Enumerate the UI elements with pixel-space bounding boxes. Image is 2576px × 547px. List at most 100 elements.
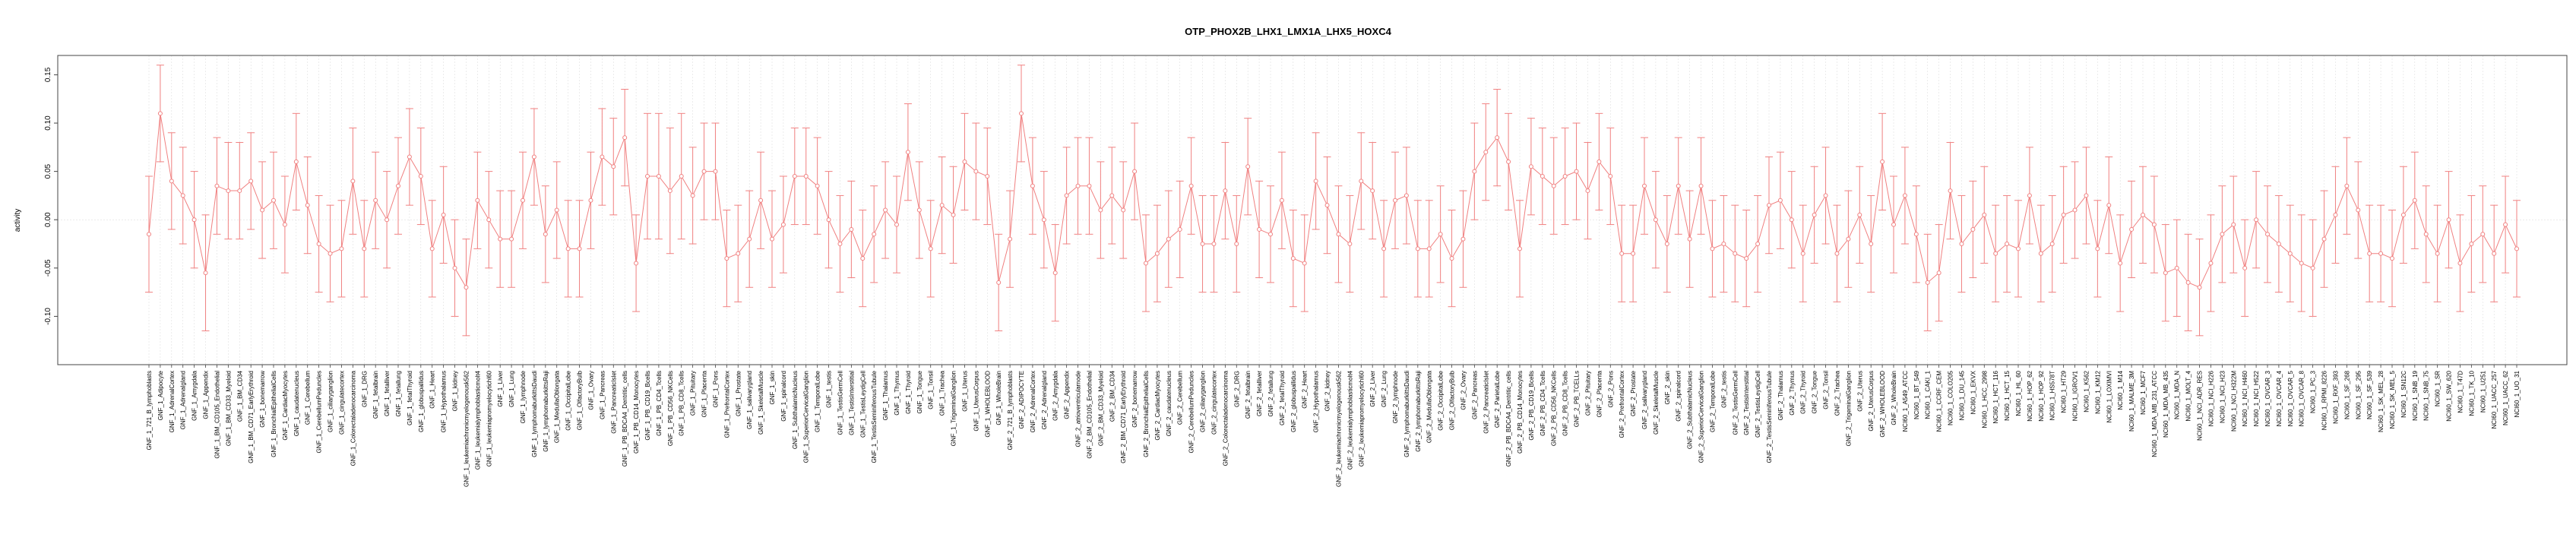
data-point xyxy=(2254,217,2259,223)
data-point xyxy=(226,188,231,194)
data-point xyxy=(2027,193,2032,198)
data-point xyxy=(2084,193,2089,198)
x-tick-label: GNF_2_Thymus xyxy=(1789,371,1796,416)
x-tick-label: NCI60_1_UACC_257 xyxy=(2491,370,2498,428)
x-tick-label: NCI60_1_SW_620 xyxy=(2446,370,2453,421)
x-axis-ticks: GNF_1_721_B_lymphoblasts GNF_1_Adipocyte G… xyxy=(146,365,2521,487)
data-point xyxy=(1733,251,1738,256)
x-tick-label: NCI60_1_SK_MEL_5 xyxy=(2389,370,2396,428)
x-tick-label: GNF_2_PB_CD19_Bcells xyxy=(1528,371,1535,441)
data-point xyxy=(2423,232,2429,237)
data-point xyxy=(2412,198,2417,203)
data-point xyxy=(1132,169,1138,174)
x-tick-label: GNF_2_globuspallidus xyxy=(1290,371,1297,432)
x-tick-label: NCI60_1_TK_10 xyxy=(2468,370,2475,416)
data-point xyxy=(2400,212,2406,217)
x-tick-label: GNF_2_fetalliver xyxy=(1256,371,1263,416)
x-tick-label: GNF_1_OccipitalLobe xyxy=(565,370,572,430)
data-point xyxy=(2310,265,2315,270)
data-point xyxy=(1109,193,1115,198)
y-axis: -0.10 -0.05 0.00 0.05 0.10 0.15 xyxy=(44,67,58,325)
data-point xyxy=(373,198,378,203)
grid-layer xyxy=(58,55,2567,365)
data-point xyxy=(2276,242,2281,247)
x-tick-label: NCI60_1_HOP_92 xyxy=(2038,370,2045,421)
data-point xyxy=(1551,183,1556,188)
x-tick-label: GNF_1_Cerebellum xyxy=(305,371,312,425)
x-tick-label: GNF_2_PB_CD8_Tcells xyxy=(1562,371,1569,436)
x-tick-label: GNF_2_fetalThyroid xyxy=(1279,371,1286,425)
data-point xyxy=(1982,212,1987,217)
data-point xyxy=(1347,242,1353,247)
data-point xyxy=(1302,261,1307,266)
x-tick-label: GNF_2_Uterus xyxy=(1856,371,1863,412)
data-point xyxy=(1359,179,1364,184)
x-tick-label: NCI60_1_NCI_H226 xyxy=(2207,370,2214,426)
x-tick-label: GNF_2_Lung xyxy=(1381,371,1388,407)
data-point xyxy=(191,217,197,223)
x-tick-label: GNF_1_TemporalLobe xyxy=(815,370,821,432)
x-tick-label: GNF_1_OlfactoryBulb xyxy=(577,370,584,430)
x-tick-label: NCI60_1_PC_3 xyxy=(2310,370,2317,413)
x-tick-label: GNF_1_Appendix xyxy=(203,371,210,419)
data-point xyxy=(2446,217,2451,223)
data-point xyxy=(2333,212,2338,217)
data-point xyxy=(1846,236,1851,242)
data-point xyxy=(157,111,163,116)
x-tick-label: GNF_1_Uterus xyxy=(961,371,968,412)
data-point xyxy=(385,217,390,223)
data-point xyxy=(826,217,831,223)
x-tick-label: GNF_2_Amygdala xyxy=(1052,370,1059,420)
data-point xyxy=(701,169,707,174)
data-point xyxy=(1415,246,1420,251)
data-point xyxy=(736,251,741,256)
x-tick-label: GNF_2_lymphomaburkittsDaudi xyxy=(1404,371,1410,457)
data-point xyxy=(724,256,729,261)
data-point xyxy=(1869,242,1874,247)
x-tick-label: GNF_1_fetalliver xyxy=(384,371,391,416)
data-point xyxy=(1177,226,1182,232)
x-tick-label: GNF_1_CardiacMyocytes xyxy=(282,371,289,441)
data-point xyxy=(951,212,956,217)
x-tick-label: GNF_1_Adrenalgland xyxy=(180,371,187,429)
data-point xyxy=(588,198,593,203)
data-point xyxy=(815,183,820,188)
data-point xyxy=(611,164,616,169)
data-point xyxy=(396,183,400,188)
data-point xyxy=(1517,246,1522,251)
data-point xyxy=(1154,251,1160,256)
x-tick-label: GNF_1_Colorectaladenocarcinoma xyxy=(350,370,356,466)
x-tick-label: GNF_2_SkeletalMuscle xyxy=(1653,370,1660,435)
data-point xyxy=(2435,251,2440,256)
data-point xyxy=(1597,159,1602,164)
data-point xyxy=(1959,242,1964,247)
x-tick-label: GNF_2_lymphomaburkittsRaji xyxy=(1415,371,1422,452)
x-tick-label: NCI60_1_RXF_393 xyxy=(2332,370,2339,423)
data-point xyxy=(475,198,480,203)
x-tick-label: GNF_2_721_B_lymphoblasts xyxy=(1007,371,1014,451)
data-point xyxy=(464,285,469,290)
data-point xyxy=(2503,222,2508,227)
data-point xyxy=(2231,222,2236,227)
y-tick-label: -0.10 xyxy=(44,308,52,325)
data-point xyxy=(169,179,174,184)
data-point xyxy=(1777,198,1783,203)
data-point xyxy=(713,169,718,174)
data-point xyxy=(2480,232,2486,237)
x-tick-label: GNF_2_testis xyxy=(1720,371,1727,408)
data-point xyxy=(1710,246,1715,251)
data-point xyxy=(1223,188,1228,194)
x-tick-label: GNF_2_ADIPOCYTE xyxy=(1018,371,1025,428)
x-tick-label: GNF_1_BM_CD34 xyxy=(236,370,243,422)
x-tick-label: GNF_1_Prostate xyxy=(735,370,742,416)
data-point xyxy=(2185,280,2191,285)
x-tick-label: GNF_2_PB_CD56_NKCells xyxy=(1551,371,1558,446)
data-point xyxy=(1313,179,1318,184)
x-tick-label: GNF_1_PB_CD8_Tcells xyxy=(679,371,685,436)
data-point xyxy=(2095,246,2100,251)
x-tick-label: GNF_2_salivarygland xyxy=(1641,371,1648,429)
x-tick-label: GNF_2_fetalbrain xyxy=(1245,371,1252,419)
x-tick-label: GNF_1_leukemiachronicmyelogenousk562 xyxy=(463,370,470,487)
x-tick-label: GNF_2_TestisInterstitial xyxy=(1743,371,1750,435)
data-point xyxy=(1472,169,1477,174)
